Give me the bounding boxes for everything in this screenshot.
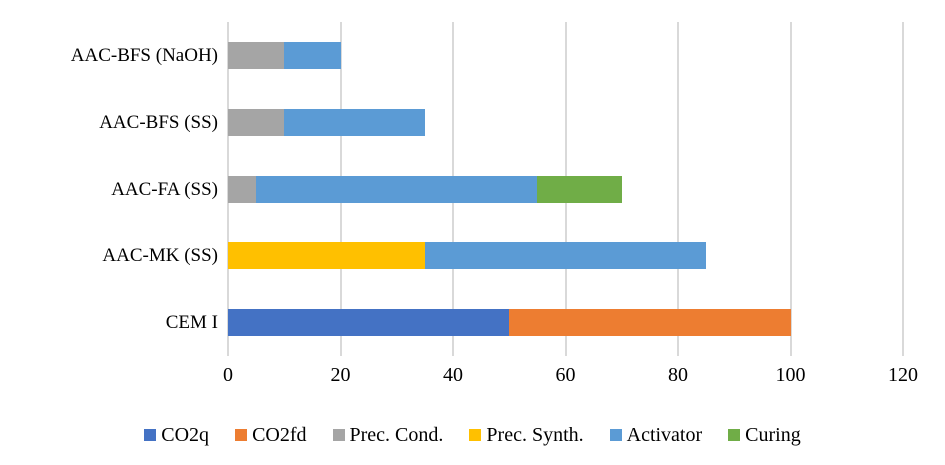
category-label: CEM I <box>165 312 218 334</box>
gridline-x-100 <box>789 22 792 356</box>
bar-row <box>228 108 425 136</box>
bar-segment-prec-cond <box>228 41 285 69</box>
x-tick-label: 20 <box>330 364 351 386</box>
x-tick-label: 40 <box>443 364 463 386</box>
bar-segment-activator <box>284 41 341 69</box>
x-tick-label: 80 <box>668 364 688 386</box>
legend-item-prec-cond: Prec. Cond. <box>332 423 444 447</box>
bar-segment-activator <box>256 175 538 203</box>
legend-item-activator: Activator <box>609 423 703 447</box>
category-label: AAC-BFS (NaOH) <box>70 44 218 66</box>
legend-label: Curing <box>745 423 801 446</box>
category-label: AAC-MK (SS) <box>102 245 218 267</box>
bar-segment-prec-synth <box>228 242 425 270</box>
legend-swatch-icon <box>728 429 741 441</box>
legend-swatch-icon <box>332 429 345 441</box>
x-tick-label: 60 <box>555 364 576 386</box>
x-tick-label: 100 <box>775 364 806 386</box>
legend-item-prec-synth: Prec. Synth. <box>469 423 584 447</box>
bar-segment-activator <box>284 108 425 136</box>
legend-item-co2fd: CO2fd <box>235 423 307 447</box>
legend-swatch-icon <box>144 429 157 441</box>
bar-row <box>228 175 622 203</box>
bar-segment-co2q <box>228 309 510 337</box>
x-tick-label: 0 <box>223 364 233 386</box>
bar-segment-prec-cond <box>228 108 285 136</box>
plot-area <box>227 22 904 356</box>
legend-swatch-icon <box>609 429 622 441</box>
legend-label: CO2q <box>161 423 210 446</box>
gridline-x-120 <box>902 22 904 356</box>
x-tick-label: 120 <box>888 364 918 386</box>
bar-segment-activator <box>424 242 707 270</box>
bar-row <box>228 242 707 270</box>
bar-segment-prec-cond <box>228 175 257 203</box>
legend-item-co2q: CO2q <box>144 424 209 447</box>
bar-row <box>228 309 791 337</box>
bar-segment-co2fd <box>509 309 791 337</box>
chart-legend: CO2q CO2fd Prec. Cond. Prec. Synth. Activato… <box>0 419 945 451</box>
legend-label: CO2fd <box>252 423 307 446</box>
legend-label: Activator <box>626 423 703 446</box>
bar-row <box>228 41 341 69</box>
bar-segment-curing <box>537 175 622 203</box>
legend-swatch-icon <box>469 429 482 441</box>
legend-label: Prec. Synth. <box>486 423 584 446</box>
category-label: AAC-BFS (SS) <box>99 111 218 133</box>
legend-swatch-icon <box>235 429 248 441</box>
category-label: AAC-FA (SS) <box>111 178 218 200</box>
gridline-x-80 <box>677 22 679 356</box>
legend-item-curing: Curing <box>728 424 801 447</box>
legend-label: Prec. Cond. <box>349 423 444 446</box>
